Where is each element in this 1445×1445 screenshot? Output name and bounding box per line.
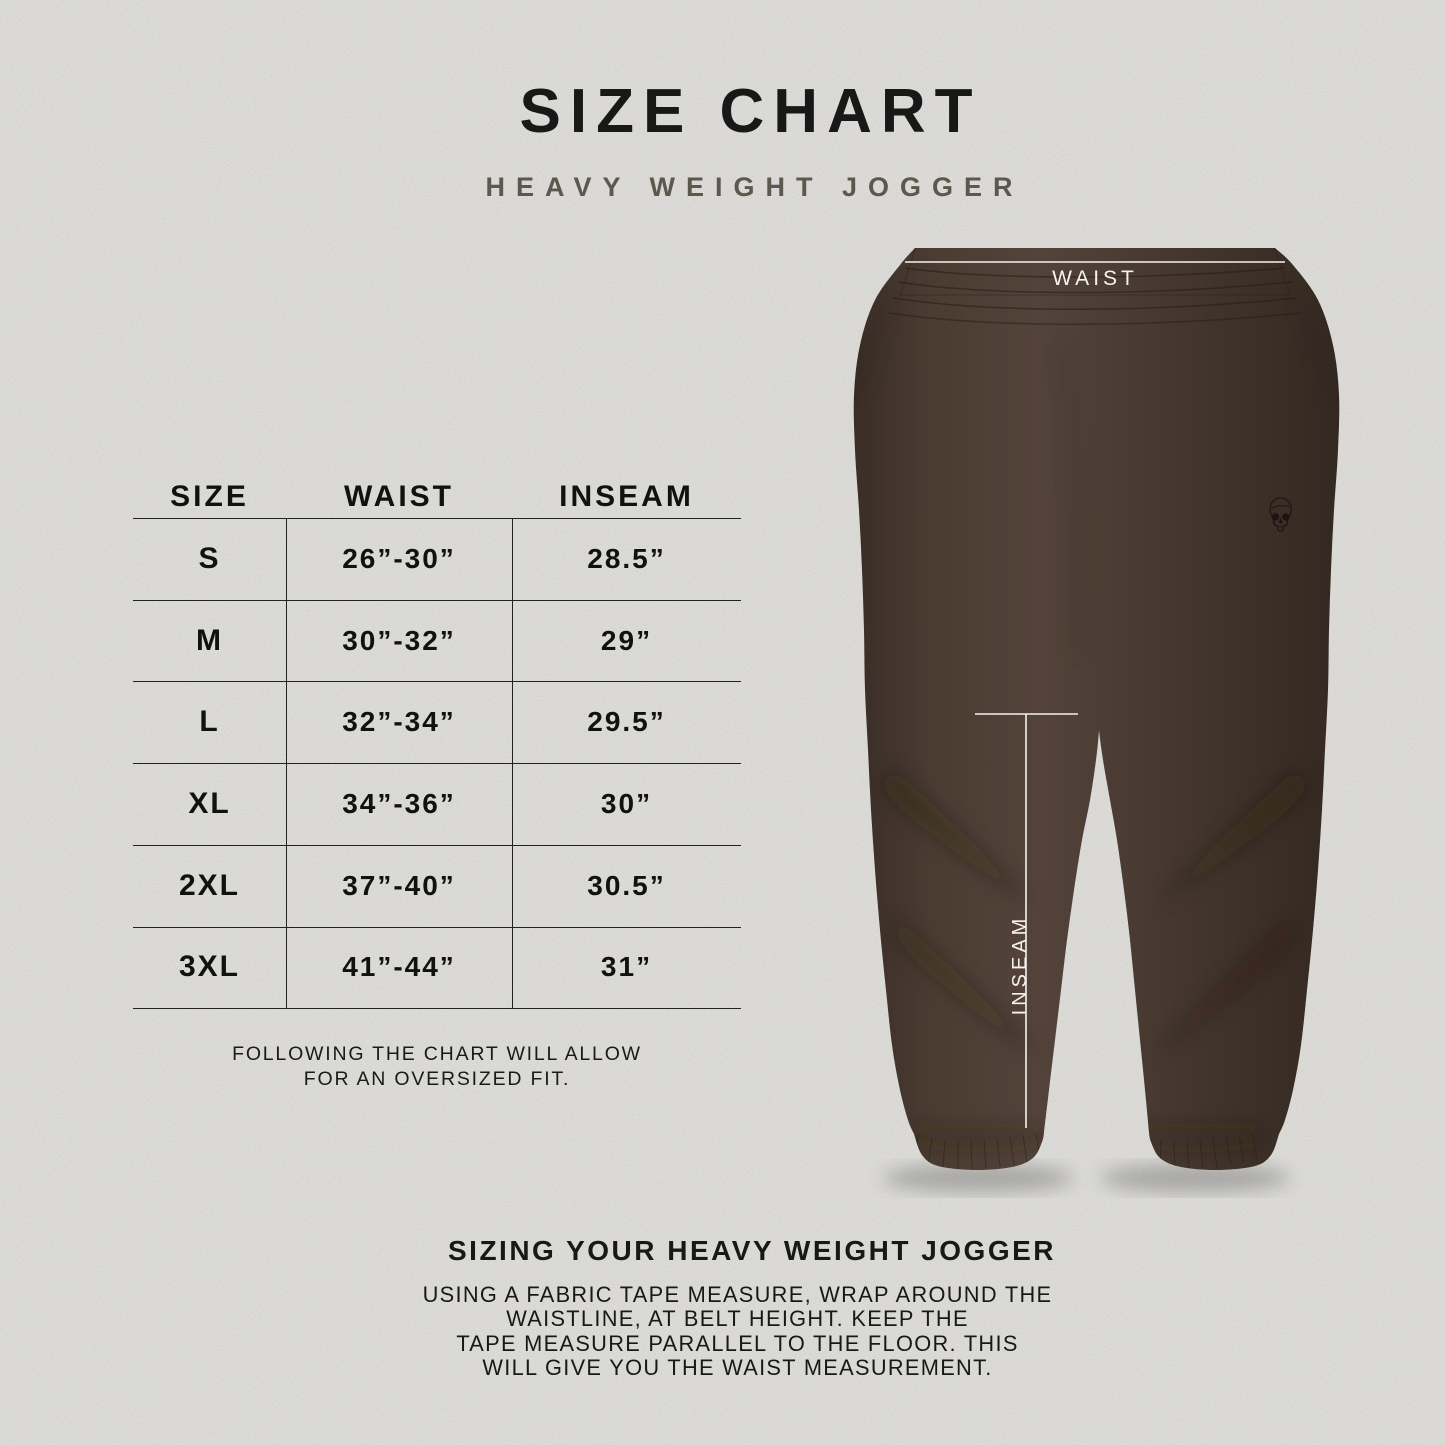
svg-text:WAIST: WAIST bbox=[1052, 267, 1138, 290]
svg-text:INSEAM: INSEAM bbox=[1009, 915, 1031, 1016]
